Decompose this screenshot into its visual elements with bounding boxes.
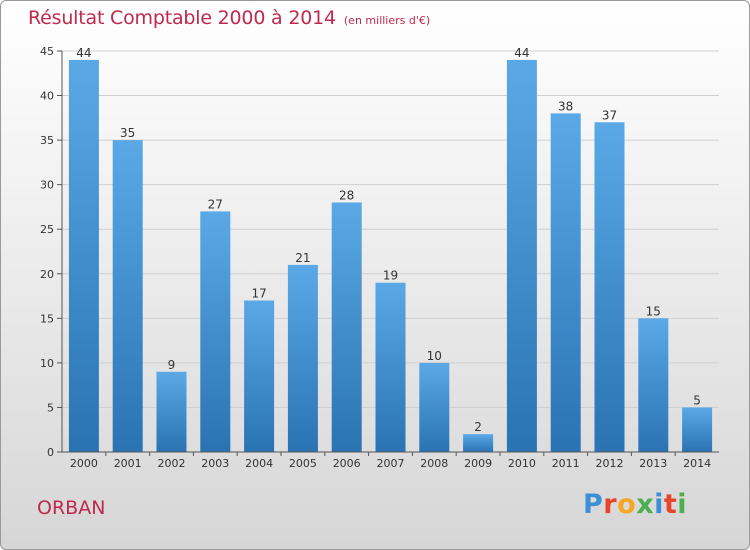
logo-letter: r bbox=[603, 489, 618, 520]
x-tick-label-2014: 2014 bbox=[683, 457, 711, 470]
axes bbox=[61, 51, 719, 453]
bar-2005 bbox=[287, 264, 318, 452]
value-label-2009: 2 bbox=[474, 420, 482, 434]
value-label-2007: 19 bbox=[383, 269, 398, 283]
x-tick-label-2012: 2012 bbox=[596, 457, 624, 470]
bar-2004 bbox=[244, 300, 275, 452]
value-label-2004: 17 bbox=[251, 287, 266, 301]
value-label-2002: 9 bbox=[168, 358, 176, 372]
value-label-2014: 5 bbox=[693, 393, 701, 407]
bar-value-labels: 44 35 9 27 17 21 28 19 10 2 44 38 37 15 5 bbox=[76, 46, 701, 434]
y-tick-label: 30 bbox=[40, 179, 54, 192]
x-tick-label-2005: 2005 bbox=[289, 457, 317, 470]
y-tick-label: 15 bbox=[40, 312, 54, 325]
chart-title: Résultat Comptable 2000 à 2014 bbox=[28, 7, 336, 29]
y-tick-label: 5 bbox=[47, 401, 54, 414]
value-label-2012: 37 bbox=[602, 108, 617, 122]
x-tick-label-2011: 2011 bbox=[552, 457, 580, 470]
value-label-2003: 27 bbox=[208, 197, 223, 211]
value-label-2006: 28 bbox=[339, 188, 354, 202]
x-tick-label-2007: 2007 bbox=[377, 457, 405, 470]
commune-name: ORBAN bbox=[37, 497, 106, 519]
value-label-2000: 44 bbox=[76, 46, 91, 60]
bar-2012 bbox=[594, 122, 625, 453]
bar-2000 bbox=[68, 59, 99, 453]
y-tick-label: 10 bbox=[40, 357, 54, 370]
x-tick-label-2004: 2004 bbox=[245, 457, 273, 470]
x-tick-label-2001: 2001 bbox=[114, 457, 142, 470]
proxiti-logo: Proxiti bbox=[583, 489, 687, 520]
chart-title-block: Résultat Comptable 2000 à 2014 (en millie… bbox=[28, 7, 430, 29]
bar-2006 bbox=[331, 202, 362, 452]
y-tick-label: 45 bbox=[40, 45, 54, 58]
bar-2011 bbox=[550, 113, 581, 452]
y-tick-label: 25 bbox=[40, 223, 54, 236]
bars bbox=[68, 59, 713, 453]
bar-2010 bbox=[506, 59, 537, 453]
logo-letter: P bbox=[583, 489, 604, 520]
x-axis-ticks: 2000 2001 2002 2003 2004 2005 2006 2007 2008 2009… bbox=[70, 452, 711, 470]
value-label-2005: 21 bbox=[295, 251, 310, 265]
bar-2014 bbox=[682, 407, 713, 452]
y-tick-label: 20 bbox=[40, 268, 54, 281]
logo-letter: i bbox=[677, 489, 688, 520]
value-label-2013: 15 bbox=[646, 304, 661, 318]
x-tick-label-2009: 2009 bbox=[464, 457, 492, 470]
value-label-2001: 35 bbox=[120, 126, 135, 140]
bar-2002 bbox=[156, 371, 187, 452]
bar-2001 bbox=[112, 140, 143, 452]
logo-letter: x bbox=[636, 489, 655, 520]
y-tick-label: 35 bbox=[40, 134, 54, 147]
bar-2009 bbox=[463, 434, 494, 452]
bar-2008 bbox=[419, 362, 450, 452]
bar-2003 bbox=[200, 211, 231, 452]
value-label-2011: 38 bbox=[558, 99, 573, 113]
logo-letter: t bbox=[663, 489, 678, 520]
chart-subtitle: (en milliers d'€) bbox=[343, 14, 431, 27]
x-tick-label-2002: 2002 bbox=[158, 457, 186, 470]
y-axis-ticks: 0 5 10 15 20 25 30 35 40 45 bbox=[40, 45, 62, 459]
x-tick-label-2008: 2008 bbox=[420, 457, 448, 470]
x-tick-label-2006: 2006 bbox=[333, 457, 361, 470]
bar-2007 bbox=[375, 282, 406, 452]
logo-letter: o bbox=[617, 489, 637, 520]
bar-2013 bbox=[638, 318, 669, 452]
y-tick-label: 40 bbox=[40, 90, 54, 103]
x-tick-label-2013: 2013 bbox=[639, 457, 667, 470]
value-label-2008: 10 bbox=[427, 349, 442, 363]
logo-letter: i bbox=[654, 489, 664, 520]
x-tick-label-2003: 2003 bbox=[201, 457, 229, 470]
x-tick-label-2000: 2000 bbox=[70, 457, 98, 470]
x-tick-label-2010: 2010 bbox=[508, 457, 536, 470]
y-tick-label: 0 bbox=[47, 446, 54, 459]
value-label-2010: 44 bbox=[514, 46, 529, 60]
